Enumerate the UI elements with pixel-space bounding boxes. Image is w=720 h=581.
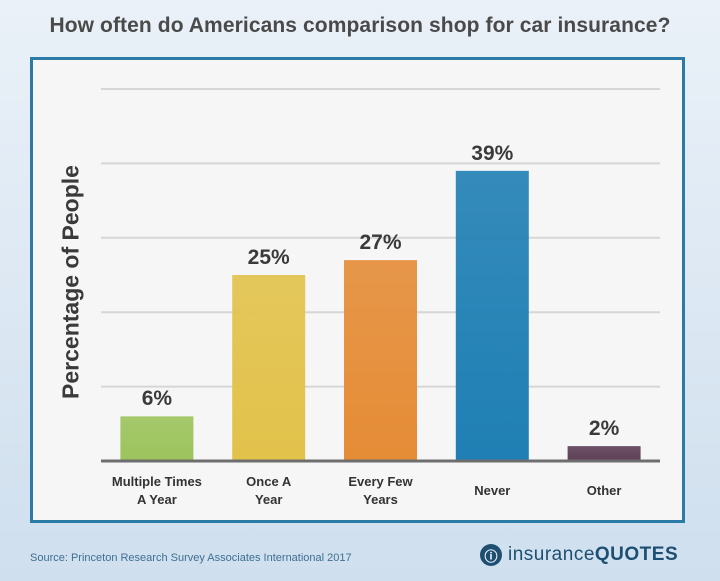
- bar-2: [344, 260, 417, 461]
- chart-title: How often do Americans comparison shop f…: [49, 14, 671, 37]
- data-label: 6%: [141, 387, 173, 411]
- bar-4: [567, 446, 641, 461]
- x-tick-label: Multiple Times A Year: [111, 474, 202, 507]
- bar-0: [120, 416, 194, 461]
- brand-logo: ⓘ insurance QUOTES: [480, 540, 678, 570]
- data-label: 2%: [588, 417, 620, 441]
- brand-logo-icon: ⓘ: [480, 544, 502, 566]
- x-tick-label: Never: [474, 483, 511, 498]
- brand-name-part2: QUOTES: [594, 544, 679, 565]
- bar-3: [455, 170, 529, 461]
- y-axis-label: Percentage of People: [57, 165, 84, 399]
- bar-1: [232, 275, 306, 461]
- data-label: 39%: [471, 141, 514, 165]
- x-tick-label: Other: [586, 483, 622, 498]
- brand-name-part1: insurance: [508, 544, 595, 565]
- x-tick-label: Once A Year: [246, 474, 292, 507]
- data-label: 25%: [247, 246, 290, 269]
- bars: [120, 170, 641, 461]
- source-note: Source: Princeton Research Survey Associ…: [30, 552, 352, 564]
- x-tick-label: Every Few Years: [348, 474, 413, 507]
- data-label: 27%: [359, 231, 402, 255]
